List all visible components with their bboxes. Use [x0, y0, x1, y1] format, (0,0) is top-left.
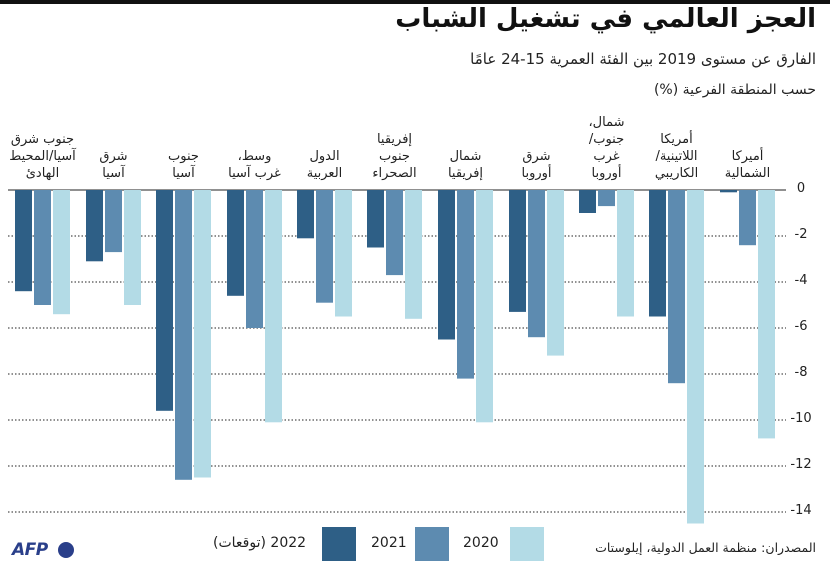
- y-tick-label: -14: [790, 503, 812, 518]
- bar-s2022-6: [438, 190, 455, 340]
- category-label-line: العربية: [306, 166, 343, 181]
- category-label-line: أوروبا: [521, 166, 552, 181]
- y-tick-label: -6: [794, 319, 808, 334]
- category-label: أميركا الشمالية: [713, 148, 783, 182]
- category-label: جنوب آسيا: [149, 148, 219, 182]
- category-label: أمريكا اللاتينية/الكاريبي: [642, 131, 712, 182]
- category-label-line: الشمالية: [724, 166, 771, 181]
- bar-s2020-3: [265, 190, 282, 423]
- category-label-line: شمال: [449, 149, 482, 164]
- bar-s2020-2: [194, 190, 211, 478]
- bar-s2021-8: [598, 190, 615, 207]
- legend-swatch-2020: [510, 527, 544, 561]
- category-label-line: شمال،: [588, 115, 625, 130]
- category-label-line: وسط،: [237, 149, 272, 164]
- category-label-line: آسيا/المحيط: [9, 149, 76, 164]
- legend-label-2020: 2020: [463, 535, 499, 551]
- category-label: جنوب شرق آسيا/المحيط الهادئ: [8, 131, 78, 182]
- legend-swatch-2022: [322, 527, 356, 561]
- bar-s2021-9: [668, 190, 685, 384]
- bar-s2020-9: [687, 190, 704, 524]
- afp-logo: AFP: [12, 540, 48, 560]
- bar-s2021-7: [528, 190, 545, 338]
- category-label-line: إفريقيا: [376, 132, 413, 147]
- category-label-line: الدول: [309, 149, 340, 164]
- y-tick-label: -4: [794, 273, 808, 288]
- category-label-line: آسيا: [172, 166, 195, 181]
- category-label: وسط، غرب آسيا: [220, 148, 290, 182]
- chart-title: العجز العالمي في تشغيل الشباب: [395, 4, 816, 34]
- bar-s2020-5: [405, 190, 422, 319]
- category-label-line: جنوب/: [588, 132, 625, 147]
- bar-s2021-6: [457, 190, 474, 379]
- category-label-line: غرب: [593, 149, 620, 164]
- bar-s2021-5: [386, 190, 403, 276]
- bar-s2021-10: [739, 190, 756, 246]
- bar-s2022-3: [227, 190, 244, 296]
- afp-logo-dot-icon: [58, 542, 74, 558]
- category-label-line: جنوب: [379, 149, 410, 164]
- bar-s2022-10: [720, 190, 737, 193]
- bar-s2020-8: [617, 190, 634, 317]
- bar-s2020-10: [758, 190, 775, 439]
- category-label-line: الكاريبي: [654, 166, 699, 181]
- top-rule: [0, 0, 830, 4]
- category-label-line: أميركا: [731, 149, 764, 164]
- category-label: شمال، جنوب/غرب أوروبا: [572, 114, 642, 182]
- bar-s2021-1: [105, 190, 122, 253]
- unit-note: حسب المنطقة الفرعية (%): [653, 82, 816, 98]
- y-tick-label: -8: [794, 365, 808, 380]
- category-label-line: جنوب شرق: [10, 132, 75, 147]
- category-label-line: شرق: [99, 149, 128, 164]
- category-label-line: جنوب: [168, 149, 199, 164]
- bar-s2020-1: [124, 190, 141, 305]
- legend-label-2021: 2021: [371, 535, 407, 551]
- category-label-line: أوروبا: [591, 166, 622, 181]
- y-tick-label: -12: [790, 457, 812, 472]
- category-label-line: الصحراء: [372, 166, 417, 181]
- category-label-line: إفريقيا: [447, 166, 484, 181]
- bar-s2020-6: [476, 190, 493, 423]
- category-label-line: اللاتينية/: [655, 149, 698, 164]
- chart-subtitle: الفارق عن مستوى 2019 بين الفئة العمرية 1…: [470, 50, 816, 68]
- category-label: إفريقيا جنوب الصحراء: [360, 131, 430, 182]
- category-label-line: أمريكا: [660, 132, 693, 147]
- bar-s2022-7: [509, 190, 526, 312]
- bar-s2022-0: [15, 190, 32, 292]
- bar-s2022-5: [367, 190, 384, 248]
- category-label-line: غرب آسيا: [228, 166, 281, 181]
- category-label-line: شرق: [522, 149, 551, 164]
- y-tick-label: -10: [790, 411, 812, 426]
- legend-swatch-2021: [415, 527, 449, 561]
- bar-s2022-4: [297, 190, 314, 239]
- bar-s2022-9: [649, 190, 666, 317]
- category-label-line: الهادئ: [25, 166, 60, 181]
- category-label: الدول العربية: [290, 148, 360, 182]
- category-label: شمال إفريقيا: [431, 148, 501, 182]
- bar-s2021-3: [246, 190, 263, 328]
- bar-s2021-4: [316, 190, 333, 303]
- bar-s2022-2: [156, 190, 173, 411]
- bar-s2022-1: [86, 190, 103, 262]
- legend-label-2022: 2022 (توقعات): [213, 535, 307, 551]
- y-tick-label: 0: [796, 181, 806, 196]
- category-label: شرق أوروبا: [502, 148, 572, 182]
- bar-s2021-0: [34, 190, 51, 305]
- category-label-line: آسيا: [102, 166, 125, 181]
- y-tick-label: -2: [794, 227, 808, 242]
- source-note: المصدران: منظمة العمل الدولية، إيلوستات: [595, 540, 816, 555]
- bar-s2021-2: [175, 190, 192, 480]
- bar-s2020-0: [53, 190, 70, 315]
- category-label: شرق آسيا: [79, 148, 149, 182]
- bar-s2020-7: [547, 190, 564, 356]
- bar-s2020-4: [335, 190, 352, 317]
- bar-s2022-8: [579, 190, 596, 213]
